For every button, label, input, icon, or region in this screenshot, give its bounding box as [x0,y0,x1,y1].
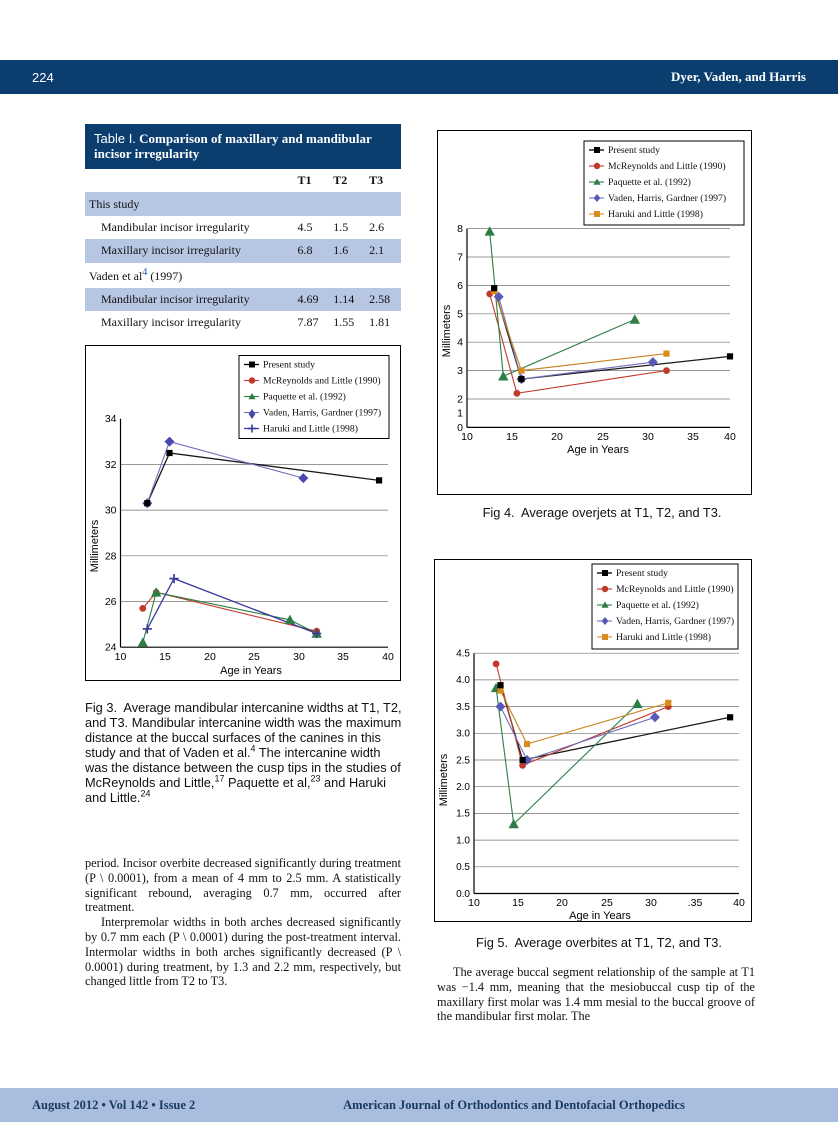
svg-text:20: 20 [556,897,568,909]
svg-text:20: 20 [204,651,216,663]
svg-text:Haruki and Little (1998): Haruki and Little (1998) [608,209,703,220]
svg-text:1.0: 1.0 [456,835,470,846]
svg-text:Millimeters: Millimeters [89,519,101,572]
svg-text:2.0: 2.0 [456,782,470,793]
svg-text:Present study: Present study [616,568,668,579]
svg-text:3: 3 [457,365,463,377]
svg-text:Age in Years: Age in Years [220,665,282,677]
svg-text:10: 10 [468,897,480,909]
svg-text:25: 25 [597,431,609,443]
svg-text:2: 2 [457,394,463,406]
svg-text:10: 10 [115,651,127,663]
svg-text:Millimeters: Millimeters [441,304,453,357]
svg-text:30: 30 [105,504,117,516]
svg-text:32: 32 [105,458,117,470]
svg-text:3.0: 3.0 [456,729,470,740]
svg-text:35: 35 [337,651,349,663]
svg-text:15: 15 [506,431,518,443]
svg-text:4.0: 4.0 [456,675,470,686]
svg-text:35: 35 [687,431,699,443]
svg-text:40: 40 [724,431,736,443]
svg-text:Vaden, Harris, Gardner (1997): Vaden, Harris, Gardner (1997) [608,193,726,204]
svg-text:40: 40 [733,897,745,909]
svg-text:28: 28 [105,550,117,562]
svg-text:15: 15 [512,897,524,909]
svg-text:8: 8 [457,223,463,235]
svg-text:Haruki and Little (1998): Haruki and Little (1998) [616,632,711,643]
svg-text:Vaden, Harris, Gardner (1997): Vaden, Harris, Gardner (1997) [616,616,734,627]
svg-text:4.5: 4.5 [456,649,470,660]
svg-text:30: 30 [642,431,654,443]
svg-text:McReynolds and Little (1990): McReynolds and Little (1990) [616,584,734,595]
svg-text:Paquette et al. (1992): Paquette et al. (1992) [263,391,346,402]
svg-text:Age in Years: Age in Years [567,444,629,456]
svg-text:25: 25 [248,651,260,663]
svg-text:0.5: 0.5 [456,862,470,873]
svg-text:Haruki and Little (1998): Haruki and Little (1998) [263,423,358,434]
svg-text:Vaden, Harris, Gardner (1997): Vaden, Harris, Gardner (1997) [263,407,381,418]
svg-text:Present study: Present study [263,359,315,370]
svg-text:20: 20 [551,431,563,443]
svg-text:5: 5 [457,308,463,320]
svg-text:Paquette et al. (1992): Paquette et al. (1992) [616,600,699,611]
svg-text:Age in Years: Age in Years [569,910,631,922]
svg-text:McReynolds and Little (1990): McReynolds and Little (1990) [263,375,381,386]
svg-text:McReynolds and Little (1990): McReynolds and Little (1990) [608,161,726,172]
svg-text:10: 10 [461,431,473,443]
svg-text:7: 7 [457,252,463,264]
svg-text:34: 34 [105,413,117,425]
svg-text:Present study: Present study [608,145,660,156]
svg-text:30: 30 [293,651,305,663]
svg-text:1: 1 [457,408,463,420]
svg-text:Paquette et al. (1992): Paquette et al. (1992) [608,177,691,188]
svg-text:2.5: 2.5 [456,755,470,766]
svg-text:Millimeters: Millimeters [438,753,450,806]
svg-text:6: 6 [457,280,463,292]
svg-text:.35: .35 [688,897,703,909]
svg-text:4: 4 [457,337,463,349]
svg-text:30: 30 [645,897,657,909]
svg-text:15: 15 [159,651,171,663]
svg-text:40: 40 [382,651,394,663]
svg-text:26: 26 [105,596,117,608]
svg-text:3.5: 3.5 [456,702,470,713]
svg-text:25: 25 [601,897,613,909]
svg-text:1.5: 1.5 [456,809,470,820]
